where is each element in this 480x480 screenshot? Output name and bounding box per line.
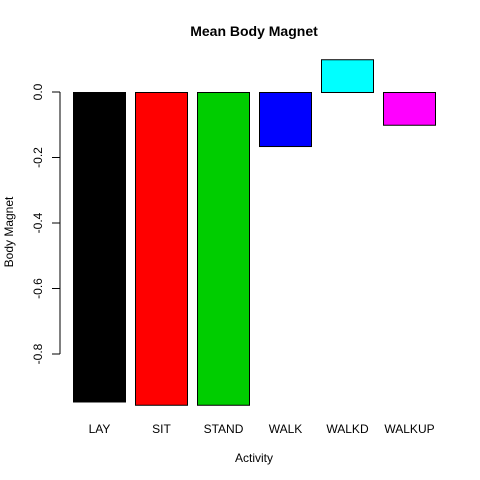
x-tick-label: WALKD: [326, 422, 369, 436]
x-tick-label: WALK: [269, 422, 303, 436]
x-tick-labels: LAY SIT STAND WALK WALKD WALKUP: [89, 422, 435, 436]
x-tick-label: STAND: [204, 422, 244, 436]
chart-title: Mean Body Magnet: [190, 23, 318, 39]
bar-stand: [197, 92, 250, 406]
x-axis-label: Activity: [235, 451, 273, 465]
y-tick-label: -0.6: [31, 278, 45, 299]
bar-lay: [73, 92, 126, 403]
x-tick-label: LAY: [89, 422, 111, 436]
bars: [73, 59, 436, 406]
y-axis: 0.0 -0.2 -0.4 -0.6 -0.8: [31, 83, 61, 364]
y-tick-label: 0.0: [31, 83, 45, 100]
bar-walk: [259, 92, 312, 148]
x-tick-label: SIT: [152, 422, 171, 436]
x-tick-label: WALKUP: [384, 422, 434, 436]
y-tick-label: -0.8: [31, 343, 45, 364]
y-axis-label: Body Magnet: [2, 196, 16, 267]
y-tick-label: -0.2: [31, 147, 45, 168]
y-tick-label: -0.4: [31, 212, 45, 233]
bar-walkd: [321, 59, 374, 93]
bar-sit: [135, 92, 188, 406]
bar-walkup: [383, 92, 436, 126]
